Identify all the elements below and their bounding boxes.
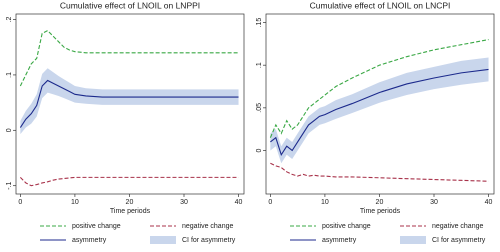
legend-swatch <box>150 236 176 244</box>
legend-label: asymmetry <box>72 237 107 244</box>
plot-frame <box>15 13 245 195</box>
y-tick-label: .1 <box>6 72 13 78</box>
plot-frame <box>265 13 495 195</box>
x-tick-label: 20 <box>376 199 384 206</box>
y-tick-label: -.1 <box>6 182 13 190</box>
x-tick-label: 0 <box>18 199 22 206</box>
y-tick-label: .05 <box>256 103 263 113</box>
x-tick-label: 20 <box>126 199 134 206</box>
y-tick-label: 0 <box>6 128 13 132</box>
series-line <box>19 79 239 128</box>
x-tick-label: 40 <box>485 199 493 206</box>
x-tick-label: 30 <box>430 199 438 206</box>
y-tick-label: .2 <box>6 17 13 23</box>
chart-title: Cumulative effect of LNOIL on LNCPI <box>310 0 451 10</box>
series-line <box>270 162 489 182</box>
x-tick-label: 40 <box>235 199 243 206</box>
ci-band <box>270 57 489 164</box>
legend-label: positive change <box>72 223 121 230</box>
x-tick-label: 30 <box>180 199 188 206</box>
chart-title: Cumulative effect of LNOIL on LNPPI <box>60 0 200 10</box>
y-tick-label: .15 <box>256 18 263 28</box>
legend-swatch <box>400 236 426 244</box>
legend-label: negative change <box>182 223 233 230</box>
series-line <box>269 39 489 138</box>
legend-label: negative change <box>432 223 483 230</box>
legend-label: CI for asymmetry <box>182 237 236 244</box>
legend-label: asymmetry <box>322 237 357 244</box>
y-tick-label: .1 <box>256 62 263 68</box>
x-axis-title: Time periods <box>110 208 151 215</box>
series-line <box>19 176 239 187</box>
x-tick-label: 0 <box>268 199 272 206</box>
ci-band <box>20 68 239 135</box>
y-tick-label: 0 <box>256 148 263 152</box>
x-axis-title: Time periods <box>360 208 401 215</box>
series-line <box>270 68 489 157</box>
x-tick-label: 10 <box>71 199 79 206</box>
legend-label: CI for asymmetry <box>432 237 486 244</box>
legend-label: positive change <box>322 223 371 230</box>
x-tick-label: 10 <box>321 199 329 206</box>
series-line <box>19 29 239 87</box>
